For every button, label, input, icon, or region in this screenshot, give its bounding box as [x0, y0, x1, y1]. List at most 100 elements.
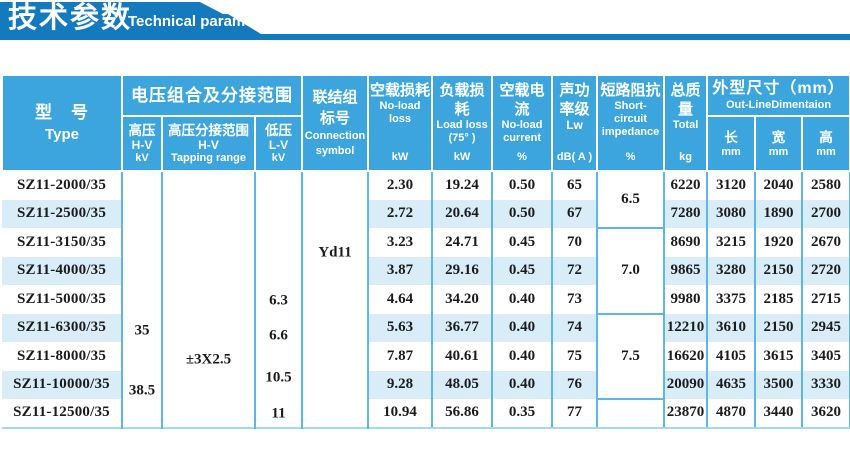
dim-length-cell: 3375: [706, 285, 757, 314]
page-title: 技术参数: [8, 2, 133, 34]
dim-length-cell: 3080: [706, 199, 757, 228]
dim-height-cell: 2580: [801, 171, 850, 200]
dim-height-cell: 2670: [801, 228, 850, 257]
lv-merged-cell-value: 6.3: [269, 292, 288, 309]
table-row: SZ11-4000/35 3.87 29.16 0.45 72 9865 3280 2150 2…: [2, 256, 850, 285]
total-weight-cell: 12210: [663, 313, 709, 342]
load-loss-cell: 29.16: [431, 256, 494, 285]
sound-power-cell: 65: [551, 171, 599, 200]
table-body: SZ11-2000/35 35 38.5 ±3X2.5 6.3 6.6 10.5 11 Yd11…: [2, 171, 850, 429]
table-row: SZ11-6300/35 5.63 36.77 0.40 74 7.5 12210 3610 2…: [2, 313, 850, 400]
header-no-load-loss: 空载损耗 No-load loss kW: [367, 74, 434, 172]
sound-power-cell: 67: [551, 199, 599, 228]
header-voltage-group: 电压组合及分接范围: [120, 74, 304, 117]
no-load-loss-cell: 3.23: [367, 228, 434, 257]
total-weight-cell: 23870: [663, 399, 709, 429]
header-dim-width: 宽 mm: [754, 115, 804, 172]
type-cell: SZ11-10000/35: [2, 370, 123, 399]
load-loss-cell: 56.86: [431, 399, 494, 429]
connection-symbol-cell: Yd11: [301, 171, 370, 428]
lv-merged-cell-value: 6.6: [269, 327, 288, 344]
no-load-loss-cell: 2.30: [367, 171, 434, 200]
sound-power-cell: 72: [551, 256, 599, 285]
total-weight-cell: 7280: [663, 199, 709, 228]
no-load-current-cell: 0.40: [491, 285, 554, 314]
load-loss-cell: 40.61: [431, 342, 494, 371]
type-cell: SZ11-12500/35: [2, 399, 123, 429]
sound-power-cell: 76: [551, 370, 599, 399]
header-sound-power: 声功 率级 Lw dB( A ): [551, 74, 599, 172]
total-weight-cell: 6220: [663, 171, 709, 200]
dim-length-cell: 4870: [706, 399, 757, 429]
hv-merged-cell-value: 38.5: [128, 382, 156, 399]
total-weight-cell: 20090: [663, 370, 709, 399]
header-connection: 联结组 标号 Connection symbol: [301, 74, 370, 172]
dim-width-cell: 2150: [754, 256, 804, 285]
total-weight-cell: 9980: [663, 285, 709, 314]
table-row: SZ11-5000/35 4.64 34.20 0.40 73 9980 3375 2185 2…: [2, 285, 850, 314]
header-dimensions-group: 外型尺寸（mm） Out-LineDimentaion: [706, 74, 850, 117]
load-loss-cell: 19.24: [431, 171, 494, 200]
header-total-weight: 总质 量 Total kg: [663, 74, 709, 172]
sound-power-cell: 73: [551, 285, 599, 314]
dim-length-cell: 3610: [706, 313, 757, 342]
sound-power-cell: 75: [551, 342, 599, 371]
table-row: SZ11-10000/35 9.28 48.05 0.40 76 20090 4635 350…: [2, 370, 850, 399]
total-weight-cell: 8690: [663, 228, 709, 257]
load-loss-cell: 20.64: [431, 199, 494, 228]
type-cell: SZ11-8000/35: [2, 342, 123, 371]
no-load-loss-cell: 7.87: [367, 342, 434, 371]
lv-merged-cell-value: 10.5: [265, 369, 292, 386]
dim-width-cell: 2150: [754, 313, 804, 342]
no-load-current-cell: 0.40: [491, 313, 554, 342]
dim-width-cell: 3500: [754, 370, 804, 399]
no-load-loss-cell: 10.94: [367, 399, 434, 429]
hv-merged-cell-value: 35: [134, 322, 150, 339]
no-load-loss-cell: 2.72: [367, 199, 434, 228]
impedance-cell: 7.5: [596, 313, 666, 400]
lv-merged-cell-value: 11: [271, 405, 286, 422]
total-weight-cell: 9865: [663, 256, 709, 285]
impedance-cell: [596, 399, 666, 429]
header-type: 型 号 Type: [1, 74, 123, 172]
dim-height-cell: 3405: [801, 342, 850, 371]
header-tapping-range: 高压分接范围 H-V Tapping range: [161, 115, 256, 172]
table-row: SZ11-2000/35 35 38.5 ±3X2.5 6.3 6.6 10.5 11 Yd11…: [2, 171, 850, 428]
page-banner: 技术参数 Technical parameter: [0, 0, 850, 40]
no-load-current-cell: 0.45: [491, 256, 554, 285]
impedance-cell: 7.0: [596, 228, 666, 315]
header-dim-height: 高 mm: [801, 115, 850, 172]
table-row: SZ11-12500/35 10.94 56.86 0.35 77 23870 4870 34…: [2, 399, 850, 429]
type-cell: SZ11-5000/35: [2, 285, 123, 314]
header-dim-length: 长 mm: [706, 115, 757, 172]
header-type-zh: 型 号: [35, 102, 89, 122]
sound-power-cell: 70: [551, 228, 599, 257]
dim-length-cell: 4105: [706, 342, 757, 371]
table-row: SZ11-3150/35 3.23 24.71 0.45 70 7.0 8690 3215 19…: [2, 228, 850, 315]
dim-height-cell: 2720: [801, 256, 850, 285]
table-row: SZ11-2500/35 2.72 20.64 0.50 67 7280 3080 1890 2…: [2, 199, 850, 228]
dim-width-cell: 3440: [754, 399, 804, 429]
type-cell: SZ11-3150/35: [2, 228, 123, 257]
load-loss-cell: 24.71: [431, 228, 494, 257]
total-weight-cell: 16620: [663, 342, 709, 371]
header-type-en: Type: [45, 125, 79, 143]
dim-width-cell: 1920: [754, 228, 804, 257]
header-lv: 低压 L-V kV: [253, 115, 304, 172]
dim-height-cell: 3330: [801, 370, 850, 399]
dim-width-cell: 3615: [754, 342, 804, 371]
header-impedance: 短路阻抗 Short- circuit impedance %: [596, 74, 666, 172]
no-load-loss-cell: 4.64: [367, 285, 434, 314]
sound-power-cell: 77: [551, 399, 599, 429]
no-load-loss-cell: 3.87: [367, 256, 434, 285]
type-cell: SZ11-2500/35: [2, 199, 123, 228]
no-load-current-cell: 0.35: [491, 399, 554, 429]
no-load-current-cell: 0.50: [491, 171, 554, 200]
header-no-load-current: 空载电流 No-load current %: [491, 74, 554, 172]
dim-length-cell: 3120: [706, 171, 757, 200]
dim-length-cell: 3215: [706, 228, 757, 257]
load-loss-cell: 48.05: [431, 370, 494, 399]
header-hv: 高压 H-V kV: [121, 115, 163, 172]
header-load-loss: 负载损耗 Load loss (75° ) kW: [431, 74, 494, 172]
tapping-range-merged-cell: ±3X2.5: [161, 171, 256, 428]
